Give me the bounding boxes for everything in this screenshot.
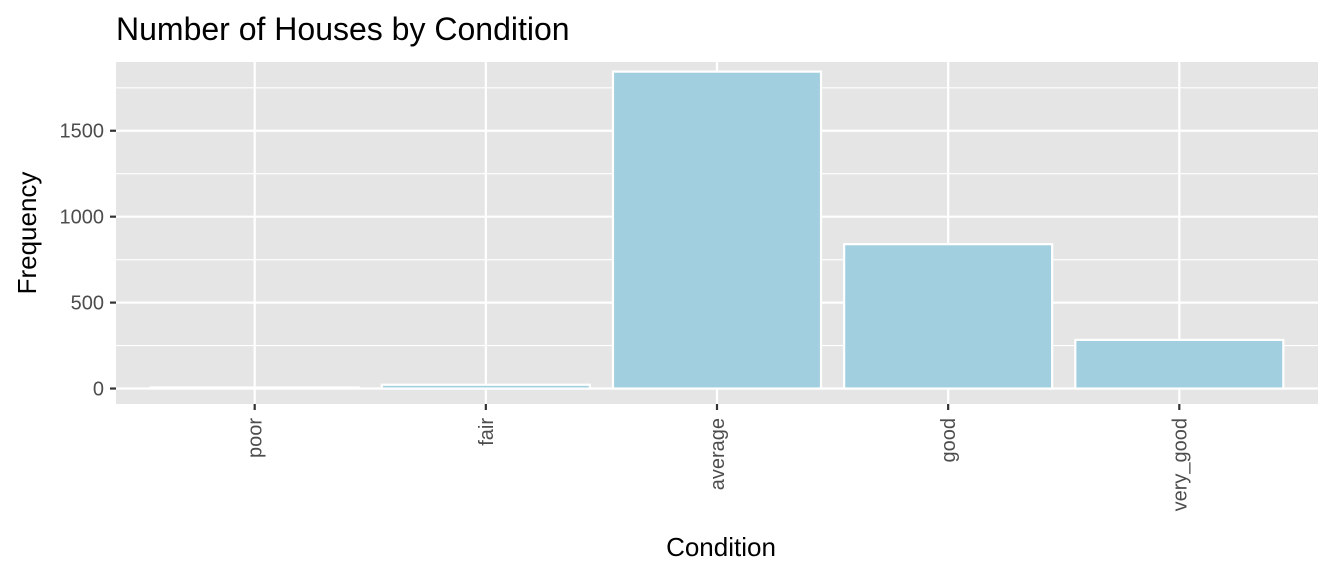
x-axis-title: Condition <box>666 532 776 562</box>
y-tick-label: 0 <box>93 379 104 401</box>
x-tick-label: good <box>938 418 960 463</box>
y-axis: 0 500 1000 1500 <box>60 121 116 401</box>
x-tick-label: poor <box>245 418 267 458</box>
bar-good <box>843 243 1054 390</box>
bar-very_good <box>1074 338 1285 390</box>
x-axis: poor fair average good very_good <box>245 404 1191 511</box>
chart-title: Number of Houses by Condition <box>116 11 570 47</box>
bar-fair <box>380 383 591 390</box>
y-tick-label: 1500 <box>60 121 105 143</box>
bar-poor <box>149 386 360 390</box>
bars <box>149 70 1285 390</box>
x-tick-label: average <box>707 418 729 490</box>
y-tick-label: 1000 <box>60 207 105 229</box>
bar-average <box>611 70 823 390</box>
x-tick-label: fair <box>476 418 498 446</box>
x-tick-label: very_good <box>1169 418 1191 511</box>
y-axis-title: Frequency <box>12 172 42 295</box>
y-tick-label: 500 <box>71 293 104 315</box>
